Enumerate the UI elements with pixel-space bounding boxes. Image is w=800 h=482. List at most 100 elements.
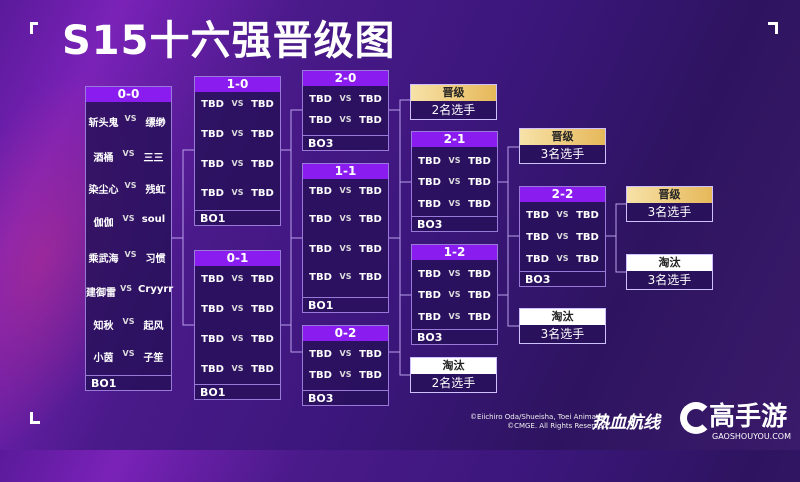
vs-label: VS — [556, 210, 569, 219]
result-status: 淘汰 — [627, 255, 712, 271]
pool-0-2: 0-2 TBD VS TBD TBD VS TBD BO3 — [302, 325, 389, 406]
match-row: TBD VS TBD — [412, 156, 497, 167]
match-format: BO1 — [303, 297, 388, 312]
player-name: TBD — [251, 274, 274, 285]
vs-label: VS — [124, 114, 137, 123]
match-format: BO3 — [412, 216, 497, 231]
vs-label: VS — [448, 177, 461, 186]
player-name: TBD — [468, 290, 491, 301]
match-row: TBD VS TBD — [303, 272, 388, 283]
match-row: 斩头鬼 VS 缥缈 — [86, 114, 171, 129]
result-status: 晋级 — [411, 85, 496, 101]
player-name: TBD — [418, 312, 441, 323]
match-row: 乘武海 VS 习惯 — [86, 250, 171, 265]
player-name: 染尘心 — [88, 185, 119, 196]
pool-header: 2-0 — [303, 71, 388, 86]
player-name: 知秋 — [93, 321, 114, 332]
vs-label: VS — [448, 312, 461, 321]
player-name: 小茵 — [93, 353, 114, 364]
match-row: TBD VS TBD — [195, 188, 280, 199]
player-name: TBD — [309, 349, 332, 360]
advance-box: 晋级 3名选手 — [626, 186, 713, 222]
advance-box: 晋级 2名选手 — [410, 84, 497, 120]
vs-label: VS — [124, 181, 137, 190]
match-row: TBD VS TBD — [195, 159, 280, 170]
eliminate-box: 淘汰 2名选手 — [410, 357, 497, 393]
pool-header: 2-2 — [520, 187, 605, 202]
vs-label: VS — [231, 188, 244, 197]
player-name: TBD — [526, 254, 549, 265]
match-row: TBD VS TBD — [412, 199, 497, 210]
vs-label: VS — [231, 129, 244, 138]
vs-label: VS — [231, 334, 244, 343]
player-name: 起风 — [143, 321, 164, 332]
player-name: TBD — [359, 214, 382, 225]
match-row: 知秋 VS 起风 — [86, 317, 171, 332]
match-row: TBD VS TBD — [195, 99, 280, 110]
copyright-line: ©CMGE. All Rights Reserved. — [507, 422, 610, 430]
player-name: TBD — [309, 94, 332, 105]
player-name: TBD — [468, 199, 491, 210]
pool-header: 1-0 — [195, 77, 280, 92]
match-row: 建御雷 VS Cryyrr — [86, 284, 173, 299]
match-row: TBD VS TBD — [195, 129, 280, 140]
match-row: 酒桶 VS 三三 — [86, 149, 171, 164]
player-name: TBD — [309, 370, 332, 381]
corner-bracket — [30, 22, 38, 34]
player-name: 缥缈 — [145, 118, 166, 129]
corner-bracket — [768, 22, 778, 34]
pool-0-0: 0-0 斩头鬼 VS 缥缈 酒桶 VS 三三 染尘心 VS 残虹 伽伽 VS soul 乘武海 VS 习惯 建御… — [85, 86, 173, 391]
player-name: TBD — [251, 188, 274, 199]
match-row: TBD VS TBD — [195, 364, 280, 375]
pool-header: 0-1 — [195, 251, 280, 266]
player-name: TBD — [468, 156, 491, 167]
match-row: TBD VS TBD — [303, 349, 388, 360]
player-name: 酒桶 — [93, 153, 114, 164]
player-name: TBD — [359, 370, 382, 381]
match-row: 伽伽 VS soul — [86, 214, 171, 229]
vs-label: VS — [122, 149, 135, 158]
result-count: 3名选手 — [540, 327, 585, 341]
match-format: BO1 — [86, 375, 171, 390]
pool-0-1: 0-1 TBD VS TBD TBD VS TBD TBD VS TBD TBD VS TBD BO1 — [194, 250, 281, 400]
player-name: TBD — [201, 274, 224, 285]
vs-label: VS — [448, 290, 461, 299]
match-row: TBD VS TBD — [412, 290, 497, 301]
copyright: ©Eiichiro Oda/Shueisha, Toei Animation ©C… — [470, 413, 609, 431]
player-name: TBD — [251, 99, 274, 110]
vs-label: VS — [339, 115, 352, 124]
vs-label: VS — [339, 349, 352, 358]
player-name: TBD — [201, 304, 224, 315]
pool-header: 0-0 — [86, 87, 171, 102]
player-name: TBD — [418, 156, 441, 167]
match-row: TBD VS TBD — [412, 269, 497, 280]
player-name: TBD — [359, 94, 382, 105]
match-row: TBD VS TBD — [303, 115, 388, 126]
vs-label: VS — [122, 349, 135, 358]
player-name: TBD — [526, 232, 549, 243]
player-name: TBD — [309, 214, 332, 225]
advance-box: 晋级 3名选手 — [519, 128, 606, 164]
match-format: BO3 — [412, 329, 497, 344]
result-status: 晋级 — [627, 187, 712, 203]
player-name: TBD — [309, 244, 332, 255]
pool-2-2: 2-2 TBD VS TBD TBD VS TBD TBD VS TBD BO3 — [519, 186, 606, 287]
match-row: TBD VS TBD — [520, 254, 605, 265]
player-name: TBD — [576, 254, 599, 265]
player-name: TBD — [418, 290, 441, 301]
match-format: BO1 — [195, 210, 280, 225]
vs-label: VS — [448, 269, 461, 278]
pool-header: 1-2 — [412, 245, 497, 260]
match-row: 染尘心 VS 残虹 — [86, 181, 171, 196]
result-status: 晋级 — [520, 129, 605, 145]
match-format: BO3 — [520, 271, 605, 286]
player-name: TBD — [359, 272, 382, 283]
site-url: GAOSHOUYOU.COM — [712, 432, 792, 441]
player-name: TBD — [309, 186, 332, 197]
player-name: TBD — [418, 269, 441, 280]
pool-2-0: 2-0 TBD VS TBD TBD VS TBD BO3 — [302, 70, 389, 151]
player-name: TBD — [359, 349, 382, 360]
match-format: BO3 — [303, 135, 388, 150]
player-name: TBD — [201, 99, 224, 110]
match-row: TBD VS TBD — [520, 232, 605, 243]
